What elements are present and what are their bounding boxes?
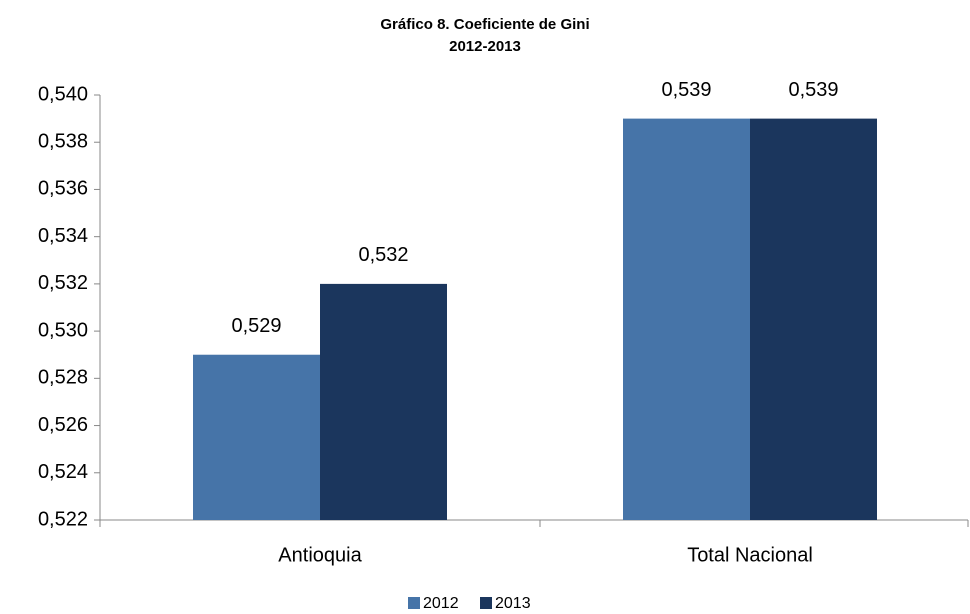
x-tick-label: Total Nacional <box>687 544 813 566</box>
y-tick-label: 0,528 <box>38 367 88 389</box>
y-tick-label: 0,538 <box>38 131 88 153</box>
y-tick-label: 0,522 <box>38 508 88 530</box>
y-tick-label: 0,534 <box>38 225 88 247</box>
legend-label: 2013 <box>495 595 531 612</box>
chart-title: Gráfico 8. Coeficiente de Gini <box>380 16 589 33</box>
legend-label: 2012 <box>423 595 459 612</box>
data-label: 0,529 <box>231 315 281 337</box>
bar <box>623 118 750 520</box>
y-tick-label: 0,526 <box>38 414 88 436</box>
y-tick-label: 0,532 <box>38 272 88 294</box>
chart-subtitle: 2012-2013 <box>449 38 521 55</box>
bar <box>750 118 877 520</box>
bar <box>193 354 320 520</box>
y-tick-label: 0,524 <box>38 461 88 483</box>
bar <box>320 283 447 520</box>
data-label: 0,539 <box>661 79 711 101</box>
x-tick-label: Antioquia <box>278 544 362 566</box>
data-label: 0,532 <box>358 244 408 266</box>
y-tick-label: 0,540 <box>38 83 88 105</box>
y-tick-label: 0,530 <box>38 319 88 341</box>
data-label: 0,539 <box>788 79 838 101</box>
legend-swatch <box>480 597 492 609</box>
legend-swatch <box>408 597 420 609</box>
y-tick-label: 0,536 <box>38 178 88 200</box>
